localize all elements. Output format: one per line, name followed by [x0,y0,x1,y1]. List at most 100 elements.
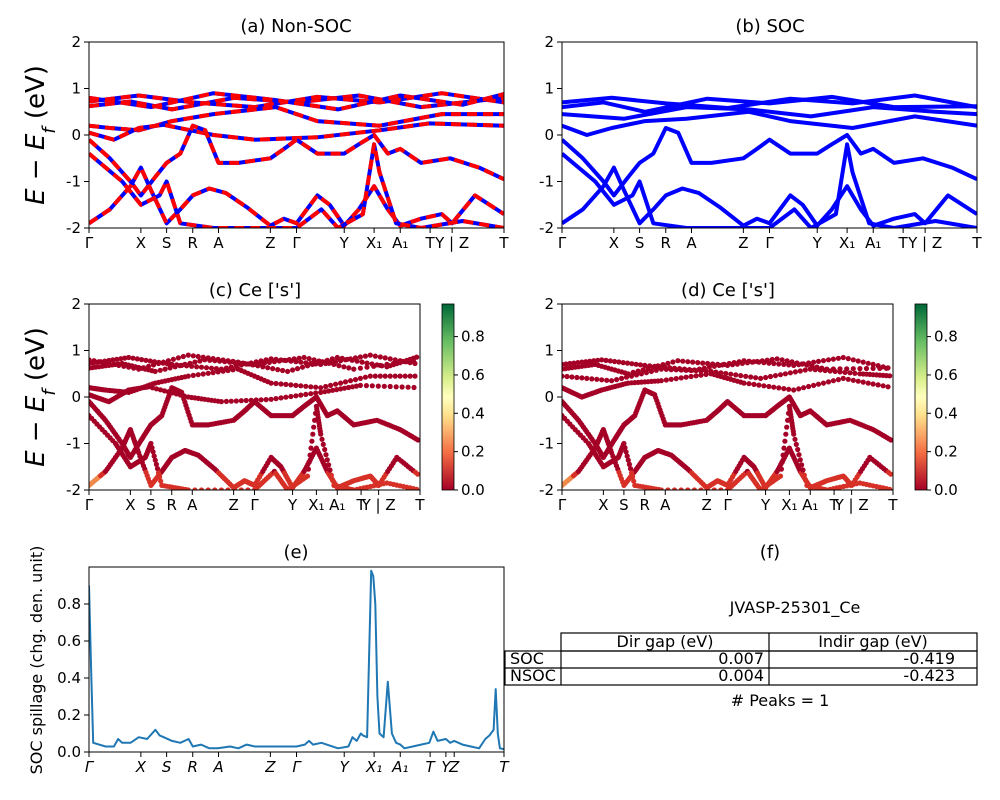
panel-b-ytick-label-3: 1 [544,80,554,98]
panel-c-point [347,378,354,384]
panel-c-point [148,440,154,447]
panel-d-point [693,368,699,374]
panel-b-xtick-label-9: A₁ [865,234,881,252]
svg-text:E − Ef (eV): E − Ef (eV) [21,65,60,205]
panel-d-point [792,369,799,375]
panel-d-point [782,371,789,377]
panel-c-point [192,359,198,365]
spillage-line [89,569,504,751]
panel-d-point [807,366,813,372]
panel-c-point [304,473,311,479]
panel-c-point [333,381,339,387]
panel-d-point [842,369,848,375]
panel-d-point [665,360,671,366]
panel-c-point [185,373,191,379]
panel-c-point [411,384,417,391]
panel-d-point [885,365,891,371]
panel-c-xtick-label-5: Z [229,496,239,514]
panel-c-point [318,385,324,391]
panel-e-xtick-label-8: X₁ [365,758,382,776]
colorbar-d-tick-label-3: 0.6 [934,366,958,384]
panel-c-point [250,362,256,368]
panel-c-point [349,357,355,363]
panel-b-xtick-label-7: Y [812,234,823,252]
panel-c-point [265,365,271,371]
panel-c-band-5 [89,385,420,460]
panel-c-point [122,355,128,361]
gap-table-name: JVASP-25301_Ce [729,598,861,618]
panel-d-point [678,367,684,373]
panel-d-point [845,376,851,382]
panel-d-point [801,472,807,478]
panel-e-xtick-label-4: A [212,758,223,776]
panel-d-point [627,466,634,472]
panel-d-point [703,371,709,377]
panel-c-plot-area [89,352,420,490]
panel-d-point [591,358,597,364]
panel-c-point [258,358,264,364]
panel-c-xtick-label-8: X₁ [308,496,324,514]
panel-c-point [322,389,328,395]
panel-d-point [665,487,671,490]
panel-c-point [352,377,359,383]
peaks-count: # Peaks = 1 [731,691,830,710]
panel-d-point [796,386,802,392]
panel-d-point [567,360,573,367]
panel-c-point [318,431,324,437]
panel-b-xtick-label-3: R [661,234,671,252]
panel-c-point [96,359,102,365]
panel-d-point [781,361,787,367]
panel-d-point [799,462,805,468]
panel-e-xtick-label-11: Y [441,758,452,776]
panel-d-point [761,360,767,366]
panel-d-point [796,362,802,368]
panel-c-point [382,373,388,379]
gap-table: JVASP-25301_Ce Dir gap (eV) Indir gap (e… [504,598,978,710]
panel-c-point [280,367,286,374]
panel-c-point [324,357,330,363]
row-soc-label: SOC [510,649,544,668]
panel-a-title: (a) Non-SOC [240,16,351,37]
panel-d-point [822,367,828,374]
panel-c-point [223,398,229,404]
panel-c-point [407,373,413,379]
panel-c-xtick-label-1: X [125,496,135,514]
panel-a-xtick-label-4: A [213,234,224,252]
panel-c-point [162,366,168,372]
panel-d-point [594,376,600,382]
panel-c-point [369,383,375,389]
row-nsoc-label: NSOC [510,666,556,685]
panel-c-point [146,384,152,390]
panel-d-xtick-label-0: Γ [558,496,567,514]
panel-e-frame [88,566,505,753]
colorbar-d [914,303,928,491]
panel-c-point [255,363,261,369]
panel-d-point [784,424,790,430]
panel-d-point [835,377,842,383]
panel-d-point [815,381,822,387]
panel-c-point [293,359,299,365]
panel-d-point [614,377,620,383]
panel-d-ytick-label-4: 2 [544,295,554,313]
panel-d-point [771,360,777,367]
panel-c-point [197,358,203,364]
panel-d-point [678,375,684,381]
panel-c-point [397,373,403,379]
panel-d-point [595,357,601,363]
panel-d-point [766,360,772,366]
panel-d-point [584,375,590,381]
panel-d-point [619,375,625,381]
panel-c-point [323,383,329,390]
panel-c-ytick-label-0: -2 [66,481,81,499]
panel-b-band-4 [562,126,977,198]
panel-c-point [375,383,381,389]
panel-c-point [392,373,398,379]
panel-d-point [658,487,664,490]
panel-d-point [776,385,782,391]
panel-d-point [774,356,780,362]
panel-d-point [695,360,701,366]
panel-c-point [185,352,191,358]
panel-c-point [228,398,234,404]
panel-c-point [150,385,156,391]
panel-c-xtick-label-7: Y [287,496,298,514]
